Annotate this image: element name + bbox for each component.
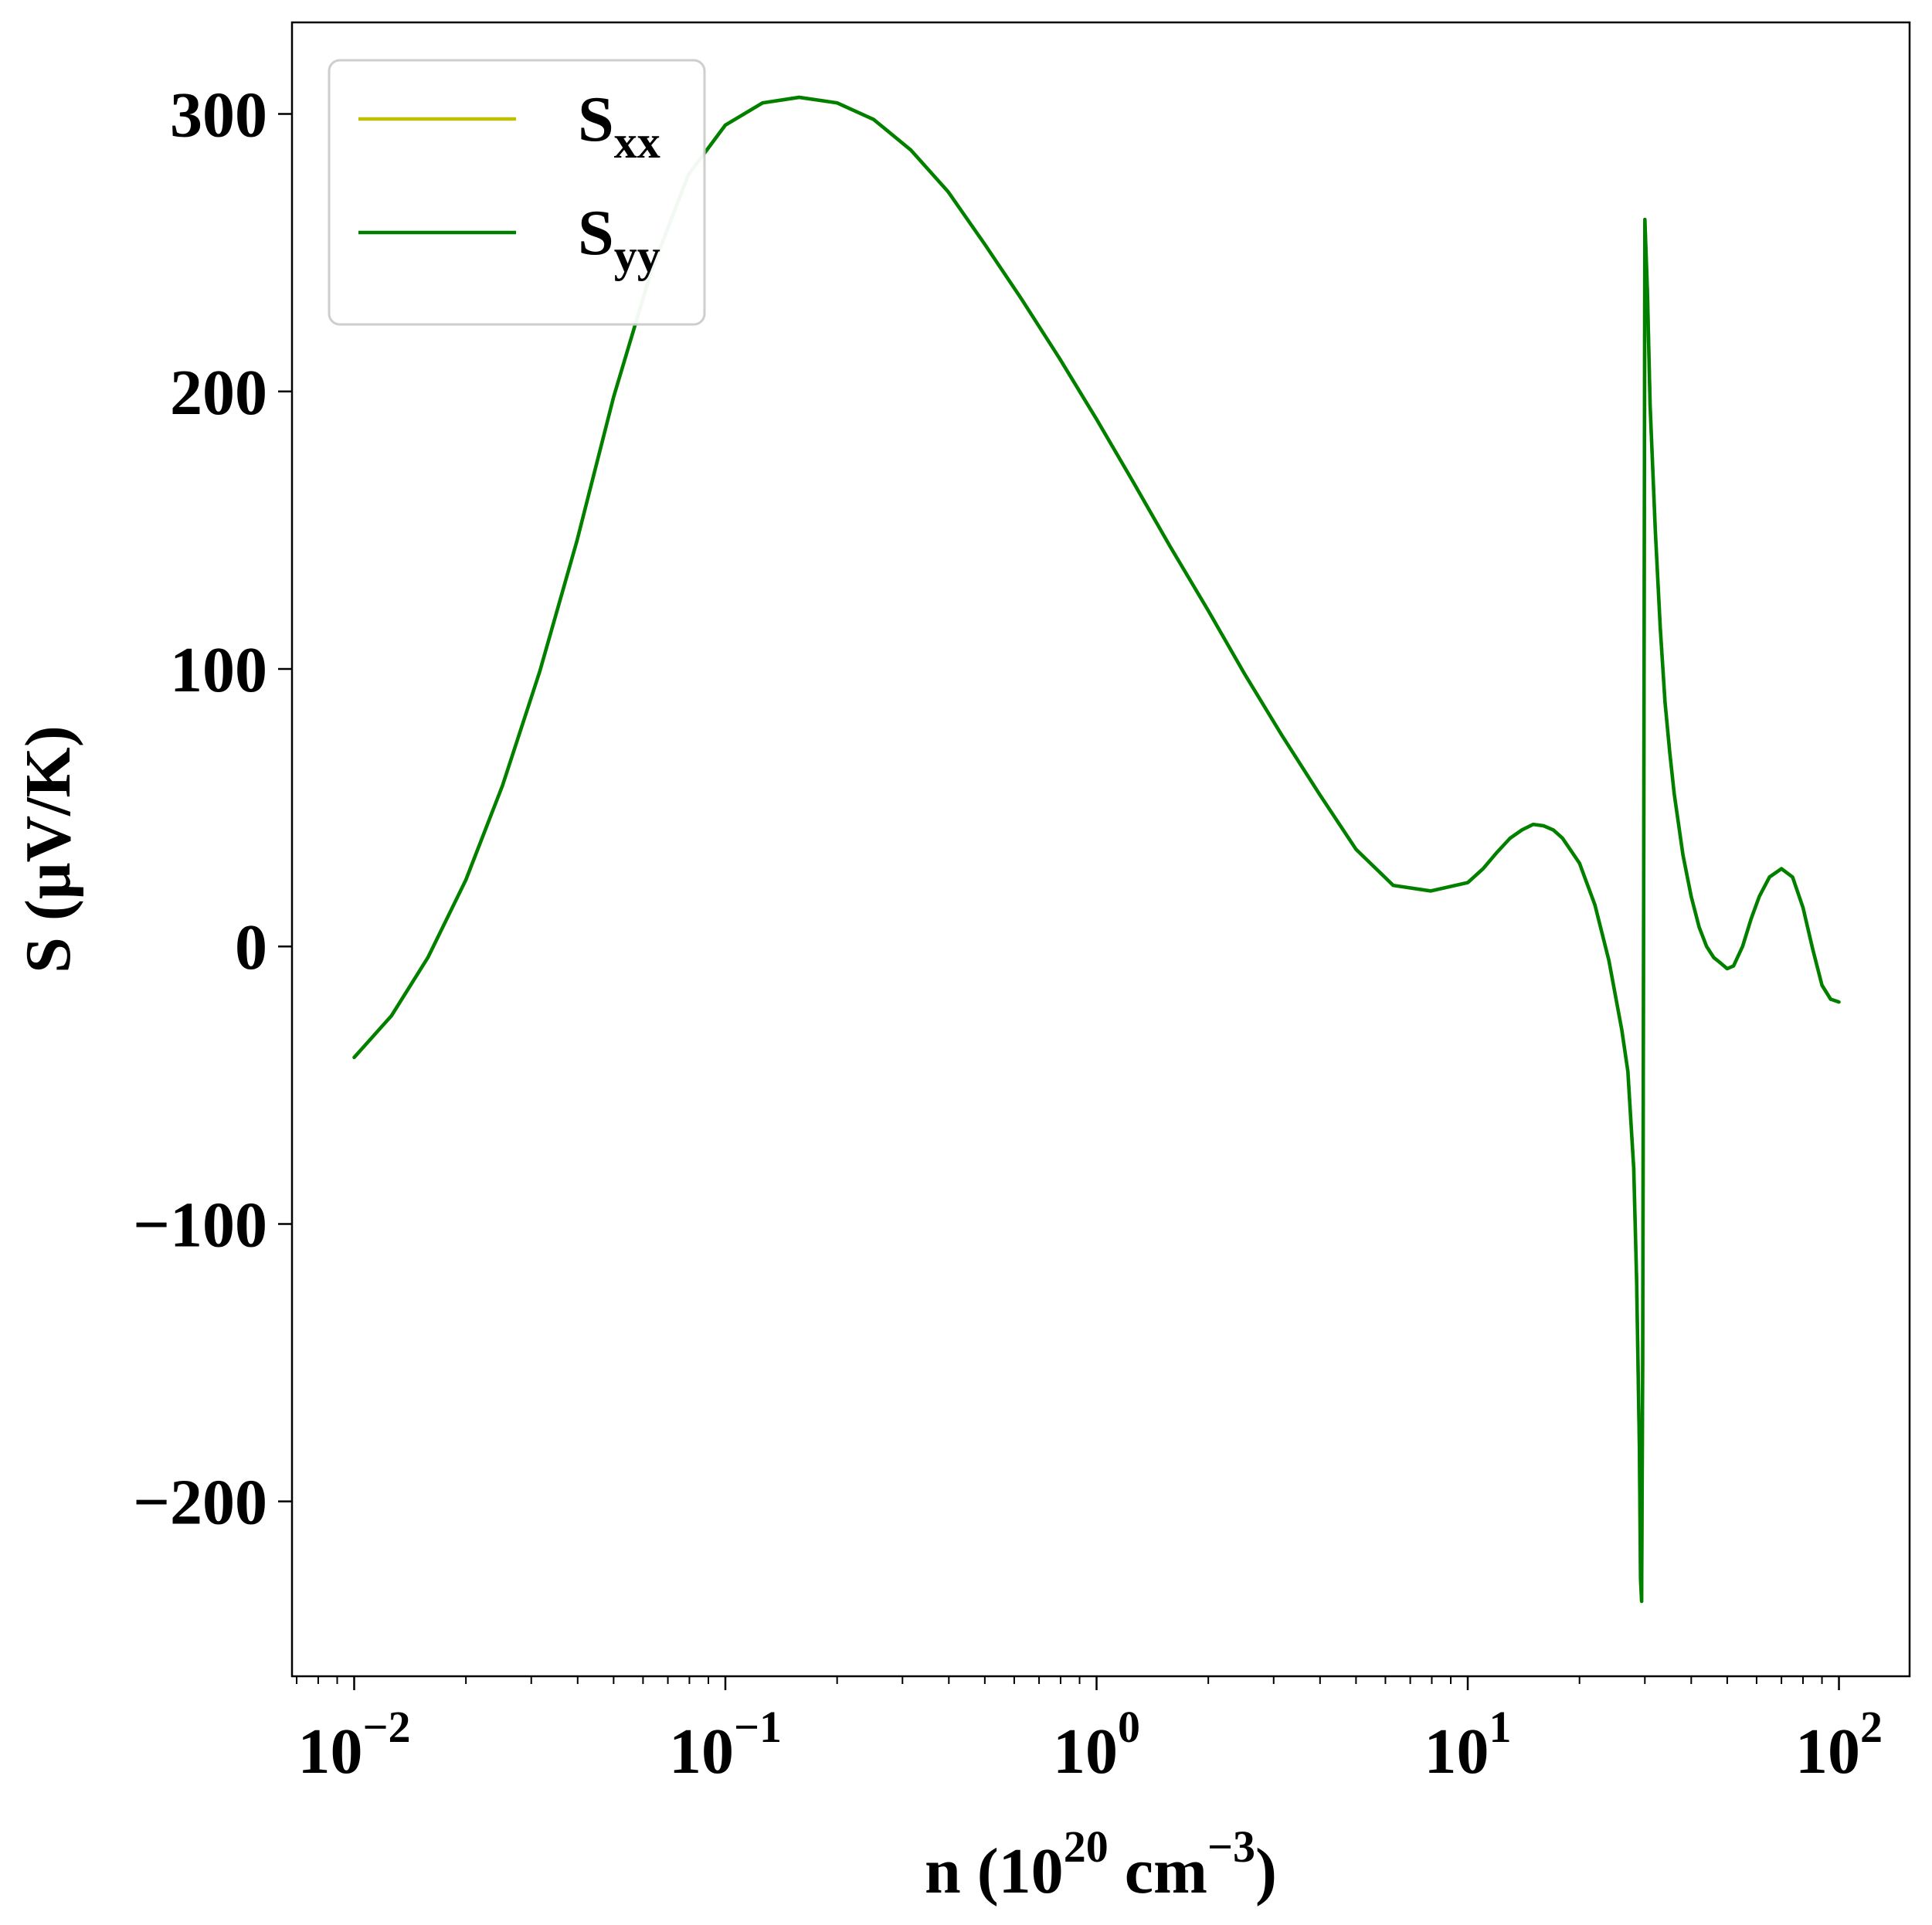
x-tick-label: 100 (1053, 1702, 1140, 1788)
x-tick-label: 101 (1424, 1702, 1512, 1788)
y-axis-label: S (μV/K) (12, 725, 84, 973)
y-tick-label: −100 (133, 1189, 267, 1261)
legend-label-yy: Syy (578, 197, 660, 281)
legend-label-sub: yy (614, 230, 660, 281)
series-line-syy (352, 95, 1841, 1604)
x-axis-label: n (1020 cm−3) (925, 1821, 1277, 1907)
legend-label-main: S (578, 83, 614, 155)
legend-label-main: S (578, 197, 614, 269)
x-tick-base: 10 (669, 1716, 734, 1788)
x-tick-exponent: 2 (1860, 1702, 1883, 1752)
legend-label-xx: Sxx (578, 83, 660, 168)
x-tick-label: 10−1 (669, 1702, 782, 1788)
legend-box (328, 59, 706, 326)
y-tick-label: 300 (170, 80, 267, 151)
x-tick-label: 10−2 (297, 1702, 410, 1788)
x-tick-exponent: 1 (1489, 1702, 1512, 1752)
y-tick-label: −200 (133, 1467, 267, 1539)
x-tick-base: 10 (1795, 1716, 1860, 1788)
y-tick-label: 100 (170, 634, 267, 706)
x-tick-base: 10 (1424, 1716, 1489, 1788)
y-tick-label: 200 (170, 357, 267, 429)
series-layer (352, 95, 1841, 1604)
x-label-mid: cm (1109, 1835, 1207, 1907)
x-tick-base: 10 (1053, 1716, 1118, 1788)
x-label-sup1: 20 (1064, 1821, 1109, 1872)
x-tick-label: 102 (1795, 1702, 1883, 1788)
x-label-end: ) (1255, 1835, 1277, 1907)
x-label-base: n (10 (925, 1835, 1064, 1907)
x-tick-exponent: 0 (1118, 1702, 1140, 1752)
x-tick-exponent: −2 (362, 1702, 410, 1752)
x-tick-exponent: −1 (734, 1702, 782, 1752)
x-tick-base: 10 (297, 1716, 362, 1788)
y-axis: 300 200 100 0 −100 −200 (133, 80, 292, 1539)
y-tick-label: 0 (235, 912, 267, 983)
legend-label-sub: xx (614, 117, 660, 168)
x-label-sup2: −3 (1207, 1821, 1255, 1872)
plot-frame (290, 21, 1911, 1678)
x-axis: 10−2 10−1 100 101 102 (296, 1676, 1883, 1788)
